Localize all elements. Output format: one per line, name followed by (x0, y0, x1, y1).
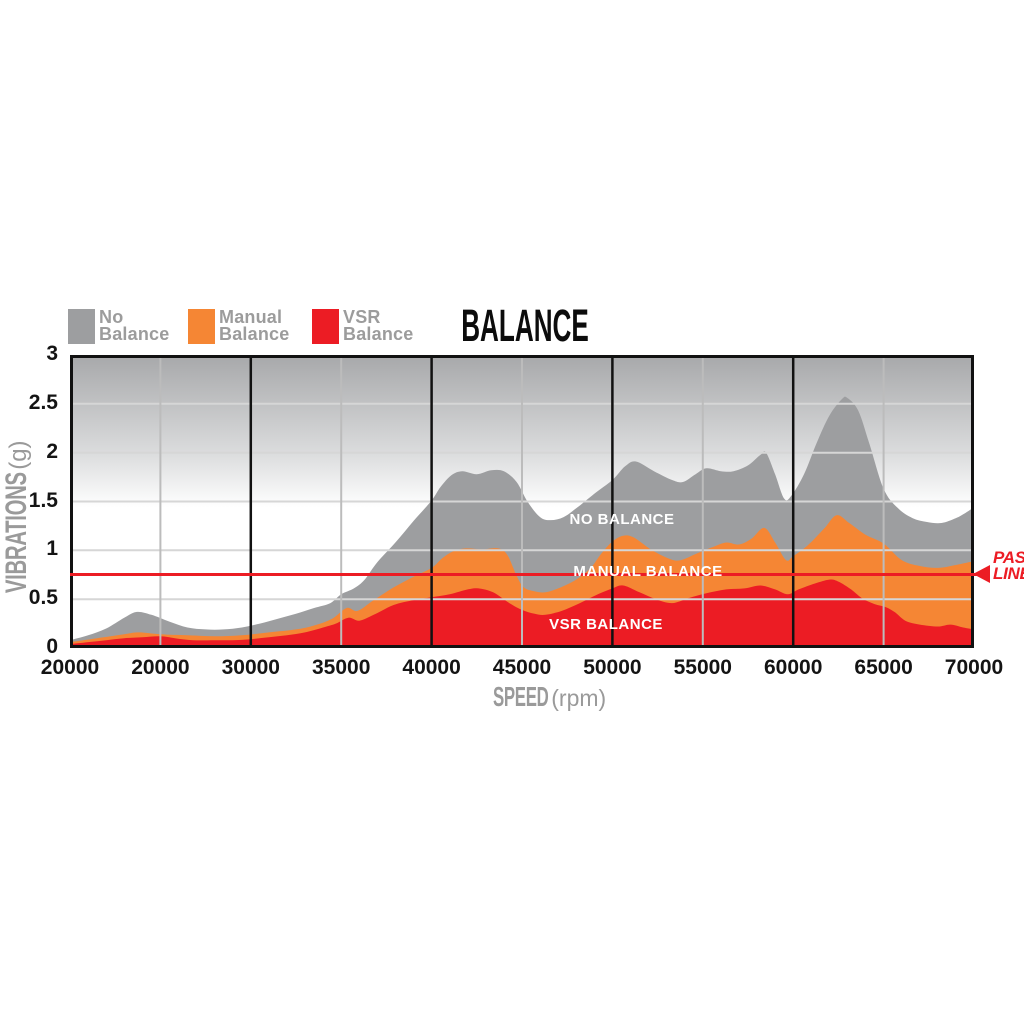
legend-item-manual-balance: Manual Balance (188, 307, 290, 344)
y-tick-0.5: 0.5 (28, 586, 58, 610)
legend-swatch-icon (188, 309, 215, 344)
legend-swatch-icon (312, 309, 339, 344)
pass-line-label: PASS LINE (993, 548, 1024, 583)
y-axis-title: VIBRATIONS (g) (0, 425, 34, 665)
legend-label: No Balance (99, 307, 170, 344)
x-tick-2: 30000 (221, 656, 280, 679)
y-tick-0: 0 (46, 635, 58, 658)
x-tick-3: 35000 (311, 656, 371, 679)
y-tick-3: 3 (46, 342, 58, 365)
x-axis-unit: (rpm) (551, 685, 607, 711)
x-tick-8: 60000 (763, 656, 823, 679)
x-tick-10: 70000 (944, 656, 1004, 679)
x-axis-title-text: SPEED (492, 681, 549, 712)
area-label-no-balance: NO BALANCE (569, 511, 675, 528)
x-tick-6: 50000 (583, 656, 642, 679)
y-tick-1.5: 1.5 (28, 488, 58, 512)
x-tick-5: 45000 (492, 656, 552, 679)
x-tick-0: 20000 (40, 656, 100, 679)
x-tick-4: 40000 (402, 656, 461, 679)
x-axis-title: SPEED (rpm) (424, 681, 638, 713)
y-tick-1: 1 (46, 537, 58, 561)
area-chart (70, 355, 974, 648)
chart-title: BALANCE (375, 300, 675, 351)
x-tick-7: 55000 (673, 656, 732, 679)
x-tick-1: 20000 (131, 656, 190, 679)
y-axis-unit: (g) (5, 440, 32, 470)
pass-line-arrow-icon (973, 565, 990, 583)
pass-line (70, 573, 990, 576)
pass-line-label-line2: LINE (993, 564, 1024, 583)
y-tick-2: 2 (46, 439, 58, 463)
legend-item-no-balance: No Balance (68, 307, 170, 344)
pass-line-label-line1: PASS (993, 548, 1024, 567)
x-tick-9: 65000 (854, 656, 913, 679)
y-axis-title-text: VIBRATIONS (0, 471, 33, 593)
legend-swatch-icon (68, 309, 95, 344)
area-label-vsr-balance: VSR BALANCE (549, 616, 663, 633)
legend-label: VSR Balance (343, 307, 414, 344)
area-label-manual-balance: MANUAL BALANCE (573, 563, 723, 580)
plot-border (70, 355, 974, 648)
plot-area (70, 355, 974, 648)
y-tick-2.5: 2.5 (28, 390, 58, 414)
legend-label: Manual Balance (219, 307, 290, 344)
legend-item-vsr-balance: VSR Balance (312, 307, 414, 344)
chart-title-text: BALANCE (461, 300, 589, 351)
